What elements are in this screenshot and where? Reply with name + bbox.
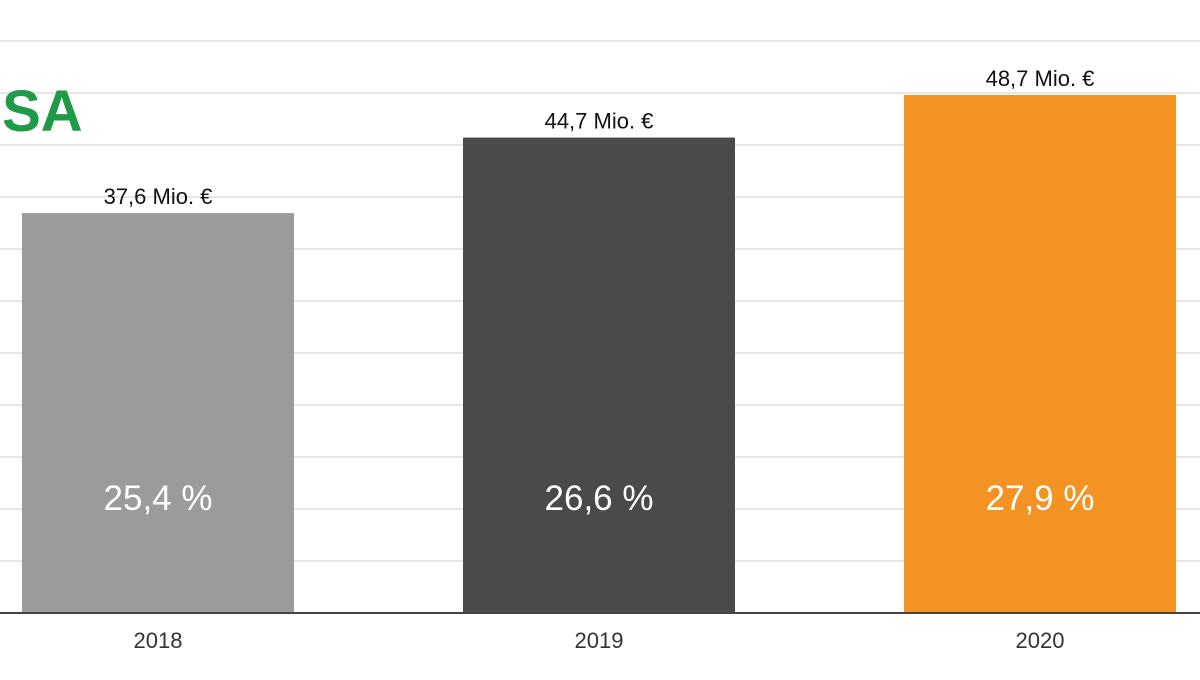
bar-2018 — [22, 213, 294, 613]
bars — [22, 95, 1176, 613]
labels: 37,6 Mio. € 25,4 % 2018 44,7 Mio. € 26,6 % 20… — [104, 66, 1095, 653]
x-tick-label-2020: 2020 — [1016, 628, 1065, 653]
brand-logo: ÖSA — [0, 79, 83, 144]
x-tick-label-2018: 2018 — [134, 628, 183, 653]
value-label-2018: 37,6 Mio. € — [104, 184, 213, 209]
percent-label-2020: 27,9 % — [986, 479, 1095, 518]
percent-label-2019: 26,6 % — [545, 479, 654, 518]
bar-2020 — [904, 95, 1176, 613]
x-tick-label-2019: 2019 — [575, 628, 624, 653]
percent-label-2018: 25,4 % — [104, 479, 213, 518]
bar-2019 — [463, 137, 735, 613]
value-label-2020: 48,7 Mio. € — [986, 66, 1095, 91]
value-label-2019: 44,7 Mio. € — [545, 109, 654, 134]
